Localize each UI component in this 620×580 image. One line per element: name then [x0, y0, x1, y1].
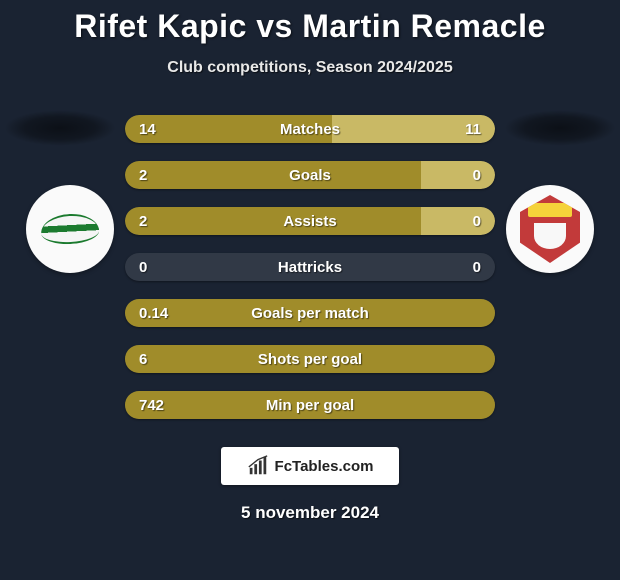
shadow-ellipse-right [504, 110, 616, 146]
stat-bar: 2Assists0 [125, 207, 495, 235]
stat-bars: 14Matches11 2Goals0 2Assists0 0Hattricks0 0.… [125, 115, 495, 419]
stat-label: Matches [125, 121, 495, 138]
bar-text-row: 6Shots per goal [125, 351, 495, 368]
stat-label: Goals [125, 167, 495, 184]
bar-text-row: 2Assists0 [125, 213, 495, 230]
club-crest-left-icon [40, 213, 99, 246]
chart-icon [247, 455, 269, 477]
page-title: Rifet Kapic vs Martin Remacle [0, 8, 620, 45]
stat-bar: 2Goals0 [125, 161, 495, 189]
brand-text: FcTables.com [275, 458, 374, 475]
subtitle: Club competitions, Season 2024/2025 [0, 59, 620, 77]
bar-text-row: 0Hattricks0 [125, 259, 495, 276]
date-label: 5 november 2024 [0, 503, 620, 523]
bar-text-row: 2Goals0 [125, 167, 495, 184]
brand-logo: FcTables.com [221, 447, 399, 485]
stat-bar: 0Hattricks0 [125, 253, 495, 281]
stat-bar: 6Shots per goal [125, 345, 495, 373]
stat-bar: 742Min per goal [125, 391, 495, 419]
club-badge-right [506, 185, 594, 273]
stat-label: Min per goal [125, 397, 495, 414]
comparison-card: Rifet Kapic vs Martin Remacle Club compe… [0, 0, 620, 580]
bar-text-row: 0.14Goals per match [125, 305, 495, 322]
stat-label: Assists [125, 213, 495, 230]
stat-label: Goals per match [125, 305, 495, 322]
stats-area: 14Matches11 2Goals0 2Assists0 0Hattricks0 0.… [0, 115, 620, 419]
stat-label: Shots per goal [125, 351, 495, 368]
shadow-ellipse-left [4, 110, 116, 146]
stat-label: Hattricks [125, 259, 495, 276]
stat-bar: 14Matches11 [125, 115, 495, 143]
bar-text-row: 14Matches11 [125, 121, 495, 138]
bar-text-row: 742Min per goal [125, 397, 495, 414]
club-crest-right-icon [520, 195, 580, 263]
club-badge-left [26, 185, 114, 273]
stat-bar: 0.14Goals per match [125, 299, 495, 327]
